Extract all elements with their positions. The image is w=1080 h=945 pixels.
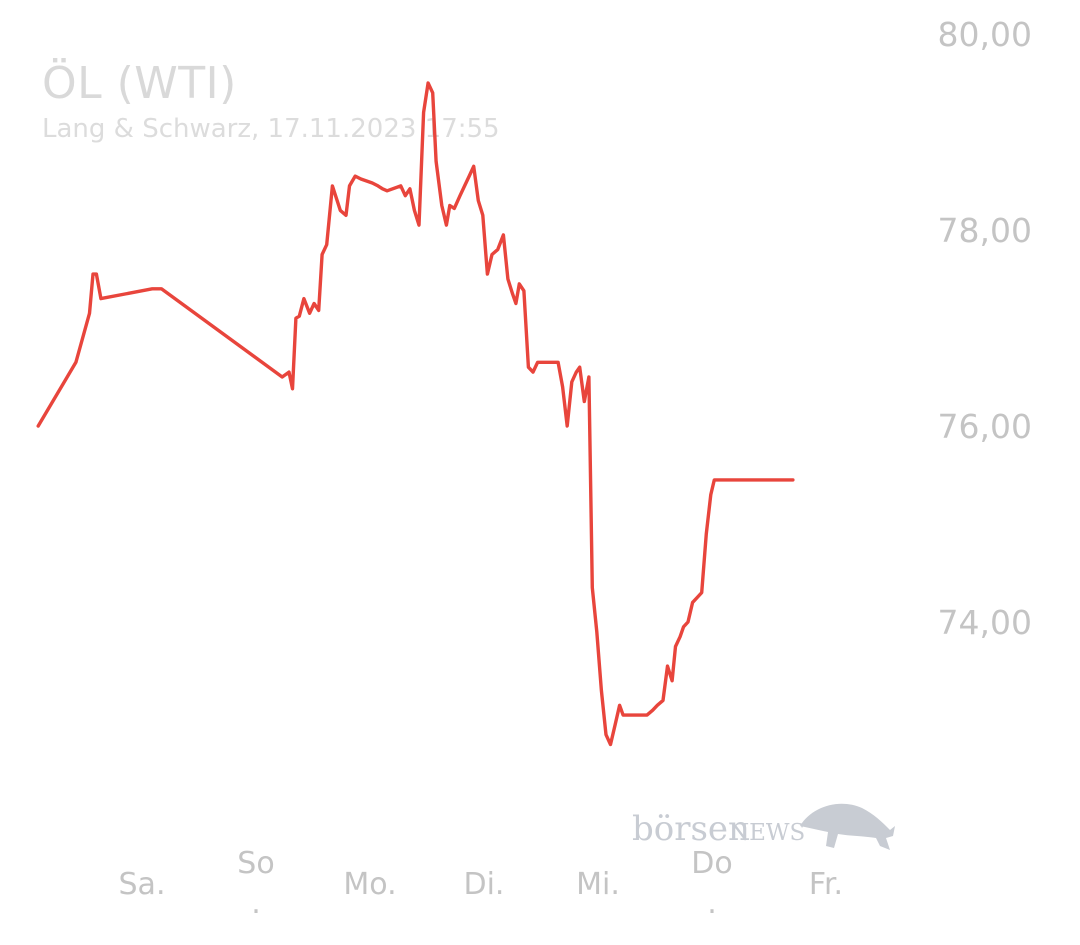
watermark-brand-b: NEWS	[729, 820, 805, 846]
y-axis: 80,00 78,00 76,00 74,00	[938, 15, 1032, 642]
y-tick-label-0: 80,00	[938, 15, 1032, 54]
bull-icon	[800, 803, 895, 850]
boersennews-watermark: börsen NEWS	[632, 803, 895, 850]
y-tick-label-3: 74,00	[938, 603, 1032, 642]
watermark-brand-a: börsen	[632, 809, 750, 849]
y-tick-label-2: 76,00	[938, 407, 1032, 446]
y-tick-label-1: 78,00	[938, 211, 1032, 250]
x-tick-label-5: Do.	[691, 846, 732, 921]
x-tick-label-3: Di.	[464, 867, 505, 902]
x-axis: Sa. So . Mo. Di. Mi. Do . Fr.	[119, 846, 844, 921]
x-tick-label-6: Fr.	[809, 867, 843, 902]
x-tick-label-0: Sa.	[119, 867, 166, 902]
chart-title: ÖL (WTI)	[42, 58, 237, 109]
x-tick-label-4: Mi.	[576, 867, 620, 902]
x-tick-label-2: Mo.	[343, 867, 396, 902]
series-layer	[36, 81, 795, 747]
x-tick-label-1: So.	[237, 846, 274, 921]
series-line-0	[36, 81, 795, 747]
